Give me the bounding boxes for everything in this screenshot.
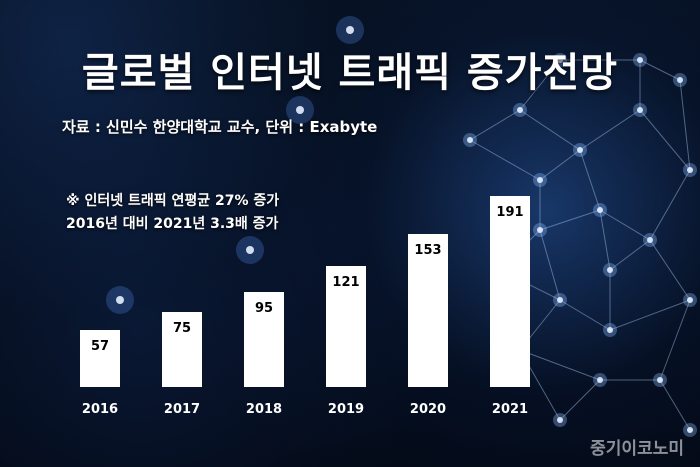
note-growth-multiple: 2016년 대비 2021년 3.3배 증가 — [66, 216, 279, 232]
bar-value-label: 191 — [496, 205, 523, 220]
network-node — [687, 167, 693, 173]
network-link — [579, 149, 601, 211]
network-node — [607, 267, 613, 273]
x-tick-label: 2016 — [82, 402, 118, 417]
note-growth-rate: ※ 인터넷 트래픽 연평균 27% 증가 — [66, 193, 280, 209]
network-link — [469, 139, 541, 181]
network-link — [539, 229, 561, 301]
watermark-logo: 중기이코노미 — [590, 439, 684, 459]
network-node — [537, 177, 543, 183]
bar-value-label: 121 — [332, 275, 359, 290]
network-link — [639, 109, 691, 171]
network-node — [637, 107, 643, 113]
network-link — [519, 59, 561, 111]
network-node — [637, 57, 643, 63]
bar-value-label: 153 — [414, 243, 441, 258]
network-link — [539, 149, 581, 181]
x-tick-label: 2018 — [246, 402, 282, 417]
x-tick-label: 2017 — [164, 402, 200, 417]
network-link — [599, 209, 651, 241]
network-node — [687, 427, 693, 433]
bar-2019 — [326, 266, 366, 387]
network-node — [557, 57, 563, 63]
network-link — [559, 379, 601, 421]
network-link — [519, 349, 601, 381]
network-link — [579, 109, 641, 151]
network-link — [519, 109, 581, 151]
page-title: 글로벌 인터넷 트래픽 증가전망 — [81, 50, 619, 96]
bar-2016 — [80, 330, 120, 387]
network-link — [649, 169, 691, 241]
bar-value-label: 57 — [91, 339, 109, 354]
network-node — [116, 296, 124, 304]
network-link — [559, 299, 611, 331]
network-node — [517, 107, 523, 113]
network-link — [609, 299, 691, 331]
network-node — [687, 297, 693, 303]
network-link — [679, 79, 691, 171]
bar-2018 — [244, 292, 284, 387]
bar-value-label: 95 — [255, 301, 273, 316]
x-tick-label: 2020 — [410, 402, 446, 417]
network-node — [467, 137, 473, 143]
network-link — [609, 239, 651, 271]
network-link — [659, 379, 691, 431]
network-node — [597, 377, 603, 383]
network-link — [539, 209, 601, 231]
network-node — [647, 237, 653, 243]
network-node — [557, 417, 563, 423]
network-node — [296, 106, 304, 114]
network-node — [607, 327, 613, 333]
network-node — [557, 297, 563, 303]
network-link — [469, 109, 521, 141]
network-node — [597, 207, 603, 213]
network-link — [659, 299, 691, 381]
x-tick-label: 2021 — [492, 402, 528, 417]
bar-2021 — [490, 196, 530, 387]
network-link — [639, 59, 681, 81]
network-node — [537, 227, 543, 233]
network-node — [246, 246, 254, 254]
network-node — [346, 26, 354, 34]
network-link — [649, 239, 691, 301]
network-node — [577, 147, 583, 153]
network-node — [677, 77, 683, 83]
source-caption: 자료 : 신민수 한양대학교 교수, 단위 : Exabyte — [62, 118, 378, 136]
x-tick-label: 2019 — [328, 402, 364, 417]
network-link — [599, 209, 611, 271]
bar-value-label: 75 — [173, 321, 191, 336]
bar-2017 — [162, 312, 202, 387]
network-node — [657, 377, 663, 383]
bar-2020 — [408, 234, 448, 387]
